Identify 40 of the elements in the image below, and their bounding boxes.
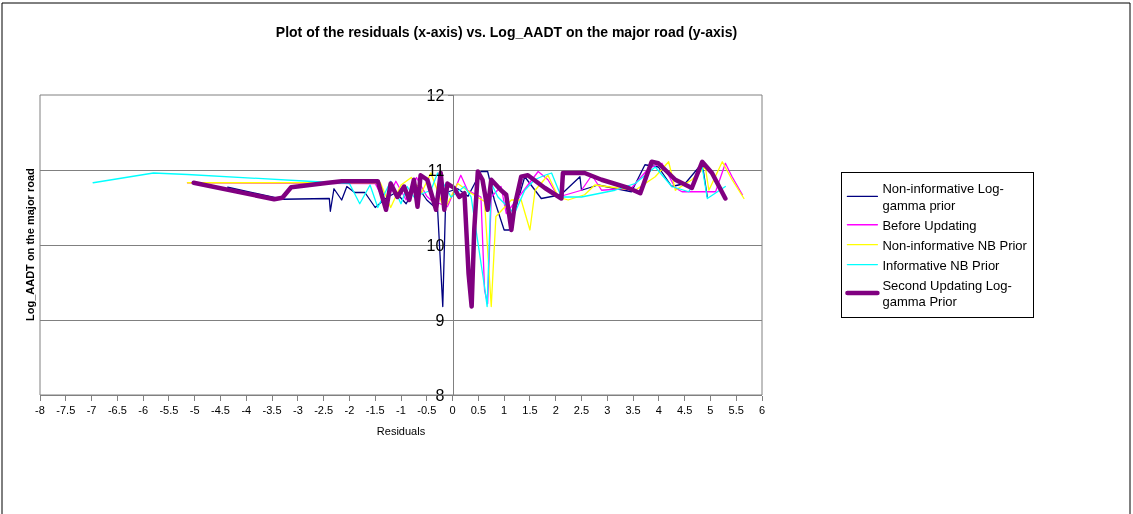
x-tick-label: -5.5 — [159, 404, 179, 417]
x-tick-label: -7 — [86, 404, 97, 417]
y-axis-title: Log_AADT on the major road — [24, 168, 36, 321]
x-tick-label: 5 — [707, 404, 714, 417]
x-tick-label: -1.5 — [365, 404, 385, 417]
x-tick-label: -7.5 — [56, 404, 76, 417]
legend-label: Non-informative NB Prior — [882, 237, 1028, 253]
x-axis-title: Residuals — [376, 425, 426, 438]
x-tick-label: 1 — [501, 404, 508, 417]
x-tick-label: -6.5 — [107, 404, 127, 417]
legend-label: Non-informative Log-gamma prior — [882, 181, 1004, 213]
x-tick-label: 4 — [655, 404, 662, 417]
x-tick-label: -8 — [35, 404, 45, 417]
x-tick-label: -4.5 — [211, 404, 230, 417]
x-tick-label: 5.5 — [728, 404, 744, 417]
legend-label: Informative NB Prior — [882, 257, 1001, 273]
x-tick-label: -2.5 — [314, 404, 334, 417]
x-tick-label: -1 — [396, 404, 406, 417]
x-tick-label: -4 — [241, 404, 252, 417]
x-tick-label: 2.5 — [573, 404, 590, 417]
x-tick-label: -3.5 — [262, 404, 282, 417]
x-tick-label: 0.5 — [470, 404, 487, 417]
x-tick-label: 2 — [552, 404, 559, 417]
x-tick-label: -3 — [292, 404, 303, 417]
y-tick-label: 9 — [435, 311, 445, 329]
legend-label: Second Updating Log-gamma Prior — [882, 277, 1012, 310]
x-tick-label: -0.5 — [417, 404, 437, 417]
x-tick-label: -2 — [344, 404, 355, 417]
y-tick-label: 12 — [426, 86, 445, 104]
x-tick-label: 3.5 — [625, 404, 641, 417]
x-tick-label: -5 — [189, 404, 200, 417]
x-tick-label: 3 — [604, 404, 611, 417]
legend-label: Before Updating — [882, 217, 977, 233]
x-tick-label: 6 — [758, 404, 766, 417]
chart-title: Plot of the residuals (x-axis) vs. Log_AADT on the major road (y-axis) — [275, 23, 738, 40]
x-tick-label: 0 — [449, 404, 456, 417]
y-tick-label: 8 — [435, 386, 445, 404]
x-tick-label: 1.5 — [522, 404, 538, 417]
x-tick-label: 4.5 — [676, 404, 693, 417]
x-tick-label: -6 — [138, 404, 149, 417]
